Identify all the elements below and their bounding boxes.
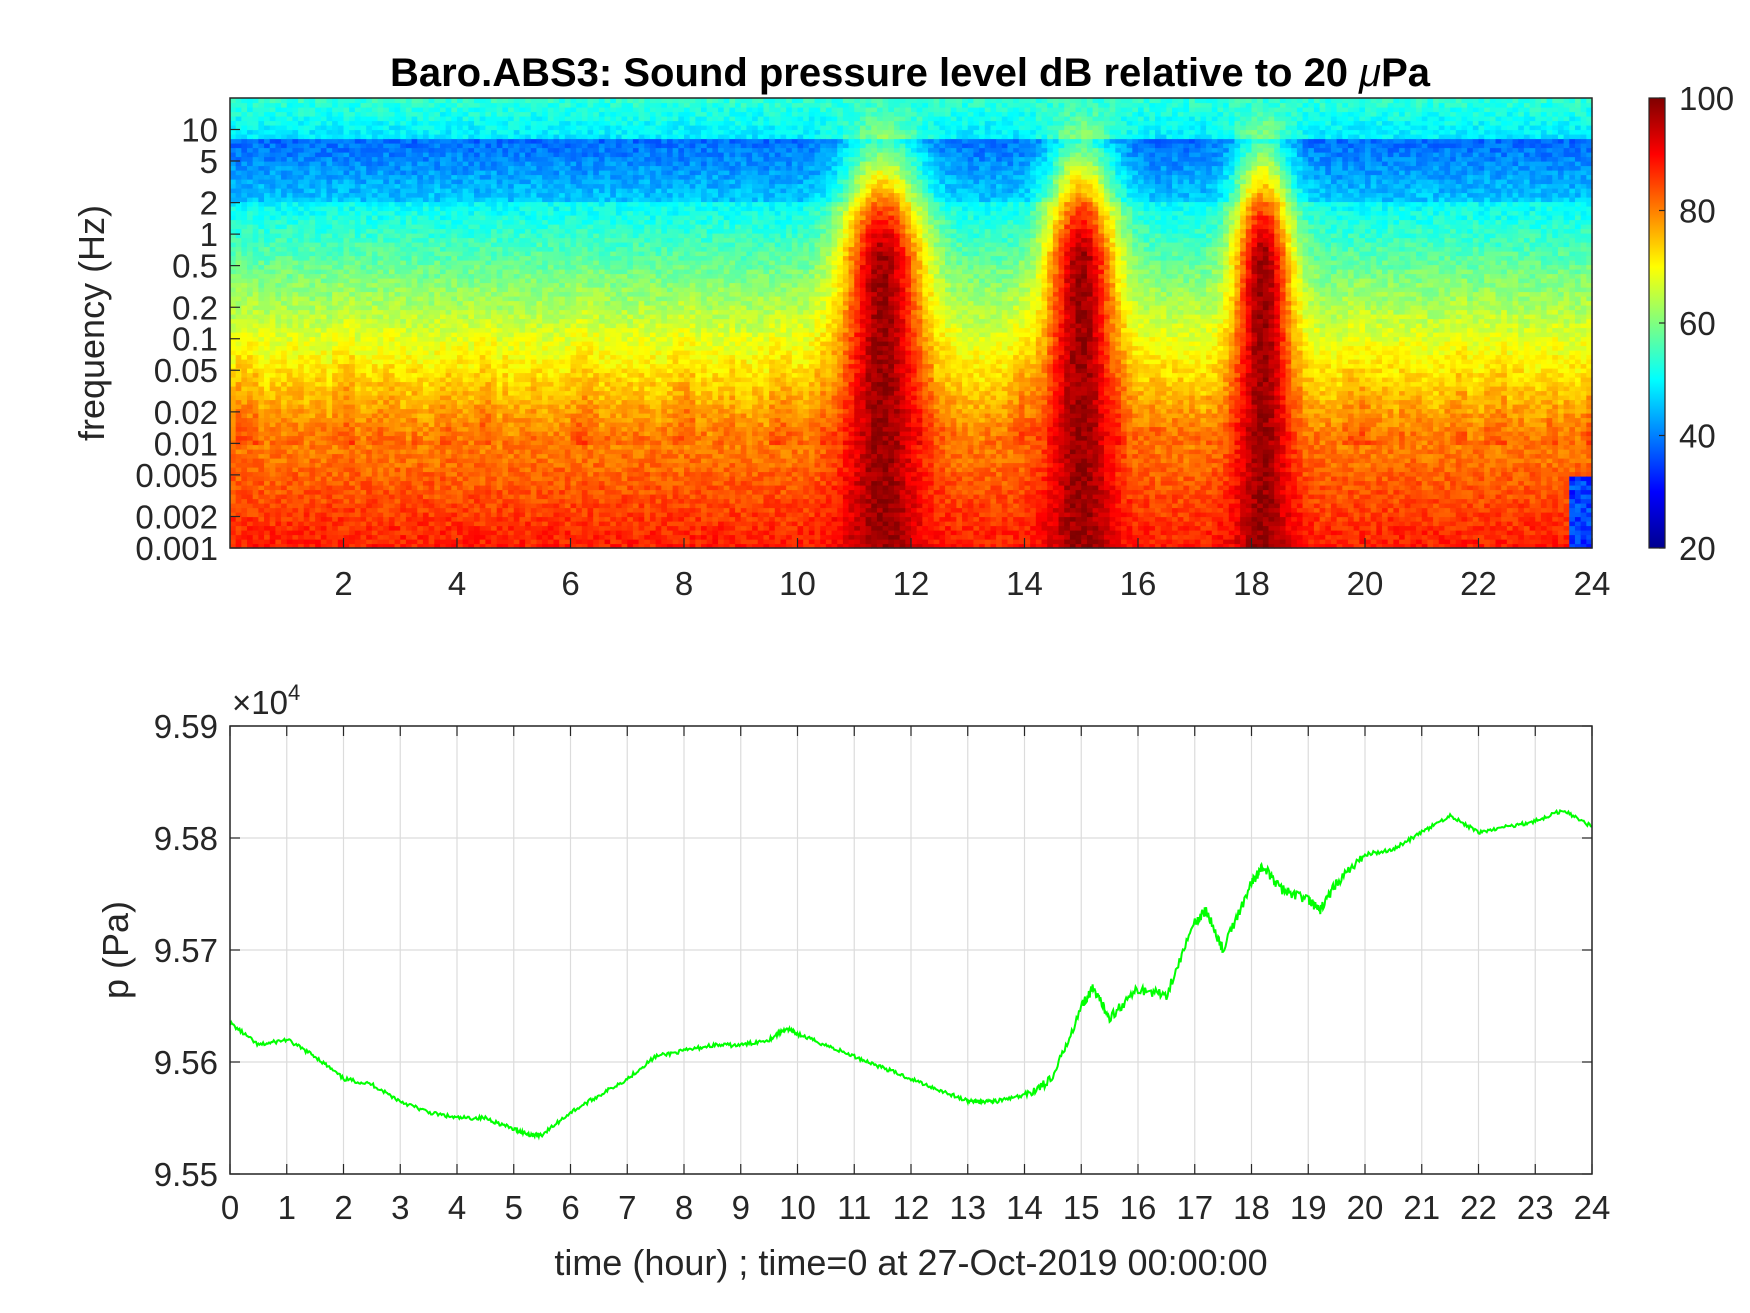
pressure-x-tick-label: 3 [391,1189,409,1226]
spectrogram-x-tick-label: 16 [1120,565,1157,602]
chart-title: Baro.ABS3: Sound pressure level dB relat… [390,51,1431,95]
pressure-x-tick-label: 15 [1063,1189,1100,1226]
pressure-x-tick-label: 7 [618,1189,636,1226]
spectrogram-y-tick-label: 0.002 [135,499,218,536]
pressure-x-tick-label: 10 [779,1189,816,1226]
spectrogram-x-tick-label: 10 [779,565,816,602]
pressure-x-tick-label: 4 [448,1189,466,1226]
spectrogram-y-tick-label: 0.2 [172,289,218,326]
pressure-x-axis-label: time (hour) ; time=0 at 27-Oct-2019 00:0… [554,1242,1267,1283]
spectrogram-x-tick-label: 4 [448,565,466,602]
pressure-x-tick-label: 12 [893,1189,930,1226]
pressure-y-tick-label: 9.58 [154,820,218,857]
pressure-y-tick-label: 9.59 [154,708,218,745]
pressure-x-tick-label: 11 [837,1189,871,1226]
spectrogram-x-tick-label: 2 [334,565,352,602]
colorbar-ticks: 20 40 60 80 100 [1659,80,1734,567]
pressure-x-tick-label: 9 [732,1189,750,1226]
pressure-y-tick-label: 9.55 [154,1156,218,1193]
spectrogram-x-tick-label: 12 [893,565,930,602]
pressure-x-tick-label: 20 [1347,1189,1384,1226]
spectrogram-y-tick-label: 0.5 [172,248,218,285]
pressure-y-axis-label: p (Pa) [95,901,136,999]
pressure-x-tick-label: 2 [334,1189,352,1226]
spectrogram-y-tick-label: 0.1 [172,321,218,358]
spectrogram-y-tick-label: 1 [200,216,218,253]
spectrogram-y-tick-label: 0.05 [154,352,218,389]
pressure-x-tick-label: 16 [1120,1189,1157,1226]
spectrogram-y-tick-label: 0.01 [154,425,218,462]
spectrogram-x-tick-label: 14 [1006,565,1043,602]
pressure-x-tick-label: 0 [221,1189,239,1226]
pressure-x-tick-label: 22 [1460,1189,1497,1226]
pressure-x-tick-label: 8 [675,1189,693,1226]
colorbar-tick-label: 60 [1679,305,1716,342]
colorbar: 20 40 60 80 100 [1649,80,1734,567]
spectrogram-y-tick-label: 2 [200,185,218,222]
pressure-x-tick-label: 23 [1517,1189,1554,1226]
spectrogram-y-tick-label: 0.02 [154,394,218,431]
spectrogram-x-tick-label: 20 [1347,565,1384,602]
spectrogram-x-tick-label: 18 [1233,565,1270,602]
pressure-x-tick-label: 5 [505,1189,523,1226]
pressure-panel: 0 1 2 3 4 5 6 7 8 9 10 11 12 13 14 15 16 17 18 19 20 21 22 23 24… [95,680,1610,1283]
pressure-x-tick-label: 13 [949,1189,986,1226]
pressure-x-tick-label: 1 [278,1189,296,1226]
colorbar-tick-label: 100 [1679,80,1734,117]
pressure-x-tick-label: 17 [1176,1189,1213,1226]
pressure-x-tick-label: 24 [1574,1189,1611,1226]
spectrogram-x-tick-label: 24 [1574,565,1611,602]
pressure-x-tick-label: 19 [1290,1189,1327,1226]
spectrogram-y-tick-label: 5 [200,143,218,180]
colorbar-tick-label: 40 [1679,418,1716,455]
pressure-y-tick-label: 9.56 [154,1044,218,1081]
spectrogram-panel: Baro.ABS3: Sound pressure level dB relat… [71,51,1610,602]
pressure-y-tick-label: 9.57 [154,932,218,969]
pressure-x-tick-label: 14 [1006,1189,1043,1226]
spectrogram-y-tick-label: 0.005 [135,457,218,494]
pressure-x-tick-label: 21 [1403,1189,1440,1226]
spectrogram-x-tick-label: 8 [675,565,693,602]
colorbar-tick-label: 20 [1679,530,1716,567]
heatmap-cells [230,98,1593,549]
pressure-x-tick-label: 18 [1233,1189,1270,1226]
spectrogram-y-tick-label: 0.001 [135,530,218,567]
y-exponent-label: ×104 [232,680,300,721]
colorbar-tick-label: 80 [1679,193,1716,230]
spectrogram-y-axis-label: frequency (Hz) [71,205,112,441]
spectrogram-x-tick-label: 22 [1460,565,1497,602]
spectrogram-y-tick-label: 10 [181,111,218,148]
pressure-x-tick-label: 6 [561,1189,579,1226]
spectrogram-x-tick-label: 6 [561,565,579,602]
